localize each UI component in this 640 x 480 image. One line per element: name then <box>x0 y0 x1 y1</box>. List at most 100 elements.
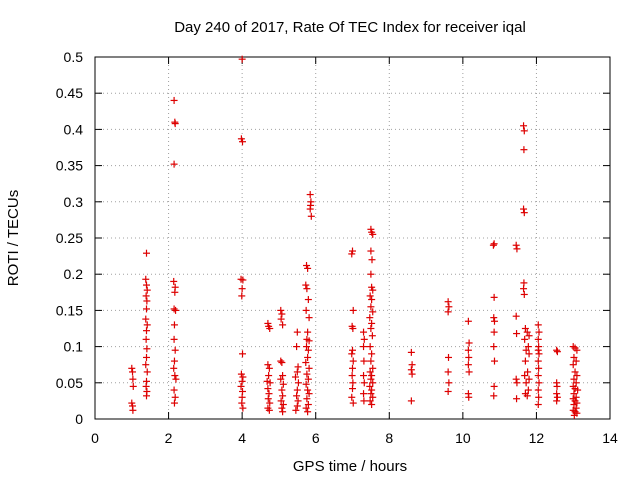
data-point-marker <box>171 346 179 354</box>
data-point-marker <box>444 368 452 376</box>
data-point-marker <box>553 397 561 405</box>
data-point-marker <box>490 343 498 351</box>
data-point-marker <box>512 312 520 320</box>
data-point-marker <box>490 357 498 365</box>
data-point-marker <box>304 346 312 354</box>
data-point-marker <box>265 372 273 380</box>
data-point-marker <box>572 357 580 365</box>
data-point-marker <box>573 399 581 407</box>
data-point-marker <box>303 343 311 351</box>
data-point-marker <box>573 372 581 380</box>
data-point-marker <box>302 306 310 314</box>
data-point-marker <box>367 325 375 332</box>
data-point-marker <box>170 305 178 313</box>
data-point-marker <box>266 325 274 332</box>
data-point-marker <box>170 364 178 372</box>
data-point-marker <box>348 372 356 380</box>
data-point-marker <box>368 319 376 327</box>
data-point-marker <box>535 393 543 401</box>
data-point-marker <box>172 306 180 314</box>
data-point-marker <box>369 286 377 294</box>
data-point-marker <box>129 368 137 376</box>
data-point-marker <box>360 357 368 365</box>
data-point-marker <box>303 395 311 403</box>
y-tick-label: 0.1 <box>64 339 84 355</box>
data-point-marker <box>143 392 150 400</box>
data-point-marker <box>366 382 374 390</box>
data-point-marker <box>535 364 543 372</box>
data-point-marker <box>572 393 580 401</box>
data-point-marker <box>142 335 150 343</box>
x-tick-label: 2 <box>165 430 173 446</box>
data-points <box>128 55 582 419</box>
data-point-marker <box>520 205 528 213</box>
data-point-marker <box>524 343 532 351</box>
data-point-marker <box>553 382 561 390</box>
data-point-marker <box>349 306 357 314</box>
x-tick-label: 6 <box>312 430 320 446</box>
data-point-marker <box>569 361 577 369</box>
data-point-marker <box>407 348 415 356</box>
data-point-marker <box>304 401 312 409</box>
data-point-marker <box>366 368 374 376</box>
data-point-marker <box>366 343 374 351</box>
data-point-marker <box>520 146 528 154</box>
data-point-marker <box>408 370 416 378</box>
y-tick-label: 0.05 <box>56 375 83 391</box>
data-point-marker <box>535 379 543 387</box>
data-point-marker <box>302 281 310 289</box>
data-point-marker <box>368 350 376 358</box>
data-point-marker <box>520 209 528 217</box>
data-point-marker <box>128 364 136 372</box>
y-tick-label: 0.25 <box>56 230 83 246</box>
data-point-marker <box>263 377 271 385</box>
data-point-marker <box>238 292 246 300</box>
data-point-marker <box>464 346 472 354</box>
data-point-marker <box>170 160 178 168</box>
data-point-marker <box>170 277 178 285</box>
data-point-marker <box>534 386 542 394</box>
data-point-marker <box>570 401 578 409</box>
data-point-marker <box>238 285 246 293</box>
axis-ticks: 0 2 4 6 8 10 12 14 0 0.05 0.1 0.15 0.2 0.25 0.3 0.35 0.4… <box>56 49 618 446</box>
data-point-marker <box>142 361 150 369</box>
data-point-marker <box>553 348 561 356</box>
data-point-marker <box>535 350 543 358</box>
data-point-marker <box>304 296 312 304</box>
data-point-marker <box>369 230 377 238</box>
data-point-marker <box>534 321 542 329</box>
y-tick-label: 0.5 <box>64 49 84 65</box>
data-point-marker <box>512 375 520 383</box>
x-axis-label: GPS time / hours <box>293 458 407 475</box>
data-point-marker <box>170 96 178 104</box>
data-point-marker <box>349 364 356 372</box>
data-point-marker <box>306 191 314 199</box>
data-point-marker <box>279 392 287 400</box>
data-point-marker <box>349 385 356 393</box>
data-point-marker <box>408 361 416 369</box>
x-tick-label: 0 <box>91 430 99 446</box>
data-point-marker <box>490 317 498 325</box>
y-tick-label: 0.3 <box>64 194 84 210</box>
data-point-marker <box>143 305 150 313</box>
data-point-marker <box>465 393 473 401</box>
data-point-marker <box>521 325 529 332</box>
data-point-marker <box>143 353 150 361</box>
data-point-marker <box>524 386 532 394</box>
data-point-marker <box>465 368 473 376</box>
data-point-marker <box>279 372 287 380</box>
data-point-marker <box>512 241 520 249</box>
data-point-marker <box>553 393 561 401</box>
data-point-marker <box>278 359 286 367</box>
x-tick-label: 14 <box>602 430 618 446</box>
data-point-marker <box>143 297 151 305</box>
data-point-marker <box>523 392 531 400</box>
y-tick-label: 0 <box>75 411 83 427</box>
data-point-marker <box>293 343 301 351</box>
data-point-marker <box>293 402 301 410</box>
data-point-marker <box>266 379 274 387</box>
data-point-marker <box>277 315 285 323</box>
data-point-marker <box>142 292 150 300</box>
data-point-marker <box>239 350 247 358</box>
data-point-marker <box>534 346 542 354</box>
